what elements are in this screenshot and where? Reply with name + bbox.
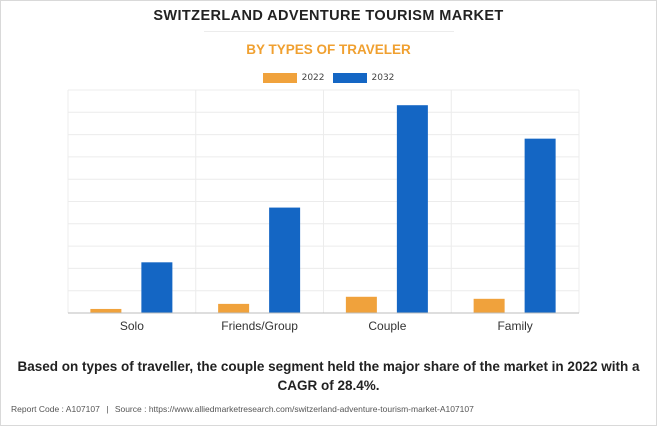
bar-2032-solo xyxy=(141,262,173,313)
legend-item-2032[interactable]: 2032 xyxy=(332,73,395,83)
footer: Report Code : A107107 | Source : https:/… xyxy=(11,404,474,414)
bar-2032-family xyxy=(524,138,556,313)
bar-2022-couple xyxy=(345,296,377,313)
title-divider xyxy=(204,31,454,32)
legend-item-2022[interactable]: 2022 xyxy=(262,73,325,83)
x-tick-label: Couple xyxy=(368,319,406,333)
legend: 2022 2032 xyxy=(0,70,657,86)
bar-2022-friends-group xyxy=(218,303,250,313)
report-code: Report Code : A107107 xyxy=(11,404,100,414)
footer-separator: | xyxy=(106,404,109,414)
x-tick-label: Solo xyxy=(120,319,144,333)
x-tick-label: Family xyxy=(497,319,532,333)
legend-swatch-2022 xyxy=(262,73,297,83)
bar-2032-couple xyxy=(396,105,428,313)
bar-2022-solo xyxy=(90,308,122,313)
bar-2022-family xyxy=(473,298,505,313)
legend-label-2022: 2022 xyxy=(301,73,325,83)
chart-subtitle: BY TYPES OF TRAVELER xyxy=(246,42,411,57)
chart-caption: Based on types of traveller, the couple … xyxy=(17,359,640,393)
chart-title: SWITZERLAND ADVENTURE TOURISM MARKET xyxy=(153,8,504,24)
x-tick-label: Friends/Group xyxy=(221,319,298,333)
source-link[interactable]: Source : https://www.alliedmarketresearc… xyxy=(114,404,474,414)
legend-label-2032: 2032 xyxy=(371,73,395,83)
legend-swatch-2032 xyxy=(332,73,367,83)
bar-2032-friends-group xyxy=(269,207,301,313)
